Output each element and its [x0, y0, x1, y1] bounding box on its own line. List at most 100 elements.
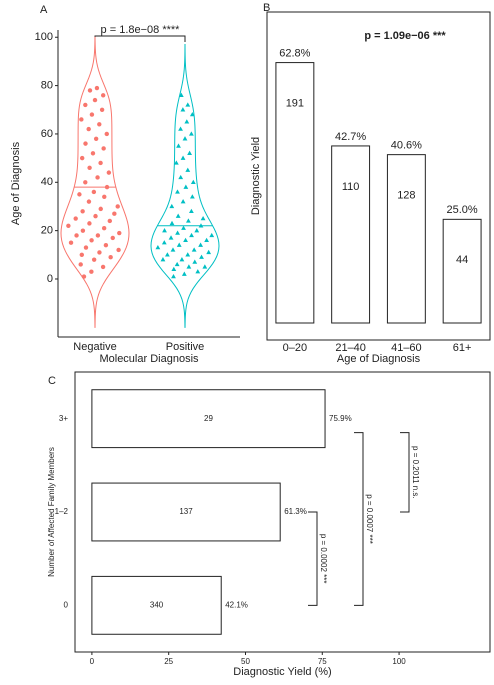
point: [171, 266, 177, 272]
panel-letter: B: [263, 2, 270, 14]
x-axis-label: Diagnostic Yield (%): [233, 666, 331, 678]
panel-letter: A: [40, 4, 48, 16]
point: [106, 170, 112, 175]
point: [190, 179, 196, 184]
point: [108, 255, 113, 260]
point: [176, 242, 182, 247]
point: [100, 264, 106, 270]
plot-frame: [74, 371, 491, 653]
bar: [442, 218, 482, 324]
point: [93, 213, 98, 219]
point: [83, 102, 88, 108]
point: [180, 155, 186, 160]
point: [107, 218, 112, 224]
point: [162, 228, 167, 233]
point: [94, 85, 100, 91]
violin: [150, 44, 220, 328]
x-tick-label: 61+: [453, 342, 472, 354]
y-tick-label: 80: [41, 80, 53, 92]
y-tick-label: 20: [41, 225, 53, 237]
value-label: 25.0%: [447, 204, 478, 216]
x-tick-label: 25: [164, 657, 173, 666]
point: [77, 192, 82, 197]
violin: [60, 36, 130, 328]
y-axis-label: Number of Affected Family Members: [47, 447, 56, 577]
point: [185, 102, 191, 107]
count-label: 137: [179, 507, 193, 516]
y-axis-label: Diagnostic Yield: [250, 137, 262, 215]
point: [95, 233, 101, 238]
point: [78, 262, 83, 267]
point: [202, 264, 208, 269]
point: [83, 141, 88, 146]
point: [116, 247, 121, 253]
x-tick-label: 21–40: [335, 342, 366, 354]
point: [192, 259, 198, 264]
point: [87, 88, 93, 93]
point: [87, 165, 92, 170]
point: [83, 245, 89, 250]
x-axis-label: Molecular Diagnosis: [99, 353, 199, 365]
point: [171, 273, 176, 279]
bar: [331, 145, 371, 324]
point: [169, 203, 175, 209]
y-tick-label: 3+: [59, 414, 68, 423]
point: [173, 160, 179, 165]
point: [180, 199, 186, 204]
point: [99, 107, 105, 112]
point: [100, 93, 106, 98]
plot-frame: [266, 11, 491, 341]
point: [92, 97, 98, 103]
point: [176, 143, 181, 148]
point: [86, 126, 91, 132]
point: [178, 92, 184, 97]
signif-bracket: [308, 511, 318, 606]
y-tick-label: 0: [47, 273, 53, 285]
value-label: 42.7%: [335, 131, 366, 143]
count-label: 110: [342, 181, 360, 193]
point: [79, 117, 84, 122]
x-tick-label: Positive: [166, 341, 205, 353]
y-axis-label: Age of Diagnosis: [10, 141, 22, 225]
point: [73, 216, 78, 221]
signif-bracket: [400, 432, 410, 513]
point: [189, 112, 195, 117]
y-tick-label: 40: [41, 176, 53, 188]
x-tick-label: 75: [318, 657, 327, 666]
point: [181, 225, 186, 230]
point: [183, 237, 188, 243]
y-tick-label: 60: [41, 128, 53, 140]
point: [66, 223, 71, 229]
point: [89, 238, 94, 243]
point: [187, 150, 192, 155]
signif-bracket: [354, 432, 364, 606]
point: [189, 194, 195, 199]
point: [195, 269, 201, 274]
bar: [91, 482, 281, 542]
point: [86, 199, 92, 204]
value-label: 40.6%: [391, 140, 422, 152]
value-label: 62.8%: [279, 47, 310, 59]
point: [68, 240, 74, 245]
point: [189, 131, 194, 136]
signif-bracket: [94, 35, 186, 42]
point: [103, 242, 109, 248]
point: [79, 252, 85, 258]
point: [198, 223, 204, 228]
point: [186, 264, 192, 269]
value-label: 75.9%: [329, 414, 352, 423]
point: [182, 136, 188, 141]
point: [168, 235, 174, 240]
count-label: 44: [456, 254, 468, 266]
point: [83, 180, 88, 185]
point: [115, 204, 120, 209]
point: [198, 242, 204, 247]
point: [112, 211, 117, 216]
point: [204, 237, 210, 243]
point: [74, 233, 79, 238]
x-tick-label: 0–20: [283, 342, 307, 354]
point: [185, 167, 191, 172]
y-tick-label: 1–2: [55, 507, 69, 516]
point: [175, 189, 180, 194]
